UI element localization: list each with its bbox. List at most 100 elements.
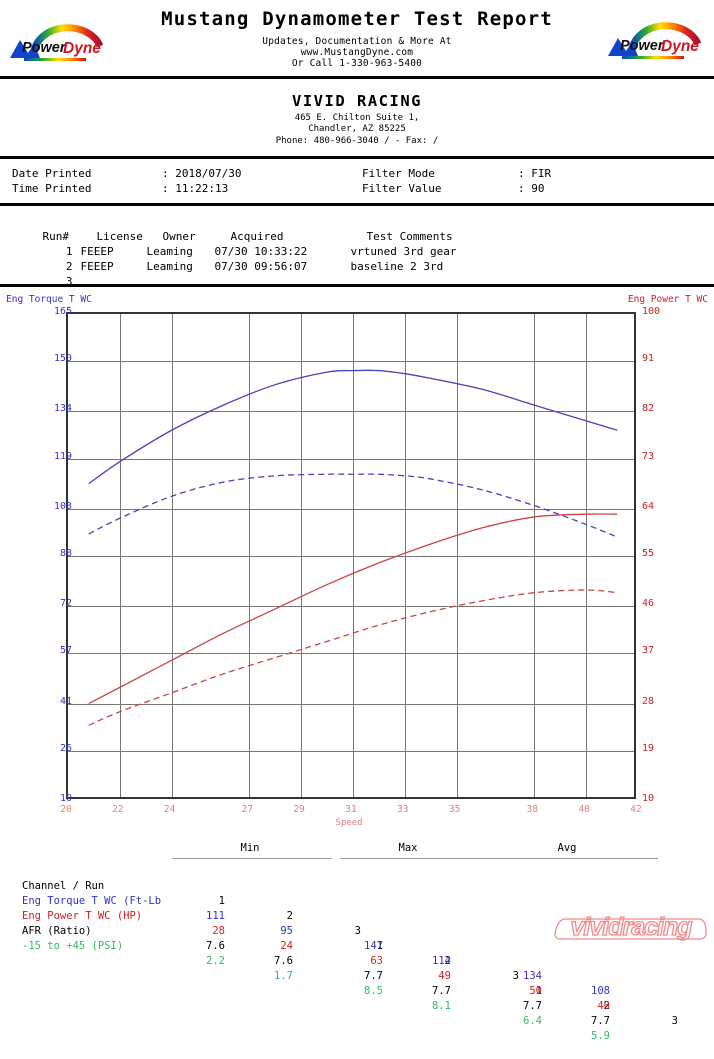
left-axis-title: Eng Torque T WC xyxy=(6,294,92,305)
left-tick-label: 165 xyxy=(53,306,72,317)
run-owner: Leaming xyxy=(146,245,193,258)
grid-line-vertical xyxy=(171,314,173,797)
powerdyne-logo-left: Power Dyne xyxy=(10,24,104,61)
stats-cell: 1.7 xyxy=(274,970,293,982)
run-col-comments: Test Comments xyxy=(366,230,453,243)
table-row: 1 FEEEP Leaming 07/30 10:33:22 vrtuned 3rd g… xyxy=(0,229,714,258)
divider-shop-bottom xyxy=(0,156,714,159)
svg-text:Power: Power xyxy=(22,40,67,56)
stats-cell: 134 xyxy=(523,970,542,982)
run-col-license: License xyxy=(96,230,143,243)
chart-series-line xyxy=(88,513,618,705)
chart-series-line xyxy=(88,589,618,726)
grid-line-vertical xyxy=(586,314,588,797)
right-tick-label: 10 xyxy=(642,793,655,804)
stats-header-row: Channel / Run 1 2 3 1 2 3 1 2 3 xyxy=(0,864,714,1027)
stats-cell: 28 xyxy=(212,925,225,937)
stats-cell: 7.7 xyxy=(591,1015,610,1027)
right-axis-title: Eng Power T WC xyxy=(627,294,708,305)
grid-line-horizontal xyxy=(68,606,634,608)
left-tick-label: 26 xyxy=(59,742,72,754)
stats-row-label: AFR (Ratio) xyxy=(22,925,92,937)
svg-text:Dyne: Dyne xyxy=(63,40,101,57)
table-row: Eng Torque T WC (Ft-Lb 111 95 147 114 13… xyxy=(0,879,714,997)
shop-phone: Phone: 480-966-3040 / - Fax: / xyxy=(275,136,439,146)
run-num: 1 xyxy=(65,245,73,258)
stats-run-num: 3 xyxy=(671,1015,678,1027)
table-row: 3 xyxy=(0,259,714,288)
plot-area xyxy=(66,312,636,799)
powerdyne-logo-right: Power Dyne xyxy=(608,22,702,59)
group-label-min: Min xyxy=(240,842,260,854)
grid-line-vertical xyxy=(301,314,303,797)
run-comments: vrtuned 3rd gear xyxy=(350,245,457,258)
x-tick-label: 38 xyxy=(526,804,539,815)
group-rule-avg xyxy=(498,858,658,859)
stats-cell: 111 xyxy=(206,910,225,922)
left-tick-label: 57 xyxy=(59,645,72,657)
x-tick-label: 27 xyxy=(241,804,254,815)
x-tick-label: 20 xyxy=(60,804,72,815)
right-tick-label: 91 xyxy=(642,353,655,365)
report-header-banner: Power Dyne Mustang Dynamometer Test Repo… xyxy=(0,0,714,78)
run-col-num: Run# xyxy=(42,230,70,243)
run-col-owner: Owner xyxy=(162,230,196,243)
table-row: 2 FEEEP Leaming 07/30 09:56:07 baseline 2 3r… xyxy=(0,244,714,273)
filter-value-value: : 90 xyxy=(518,182,545,195)
run-num: 2 xyxy=(65,260,73,273)
stats-row-label: Channel / Run xyxy=(22,880,105,892)
run-table-header: Run# License Owner Acquired Test Comments xyxy=(0,214,714,243)
grid-line-horizontal xyxy=(68,411,634,413)
curve-layer xyxy=(88,369,618,726)
stats-cell: 40 xyxy=(597,1000,610,1012)
stats-cell: 114 xyxy=(432,955,451,967)
grid-line-horizontal xyxy=(68,555,634,557)
grid-line-vertical xyxy=(119,314,121,797)
grid-line-vertical xyxy=(353,314,354,797)
grid-line-vertical xyxy=(249,314,251,797)
vividracing-watermark: vividracing xyxy=(554,912,707,942)
stats-cell: 7.7 xyxy=(523,1000,542,1012)
svg-text:Dyne: Dyne xyxy=(661,38,699,55)
left-tick-label: 88 xyxy=(59,547,72,559)
date-printed-value: : 2018/07/30 xyxy=(162,167,242,180)
x-tick-label: 40 xyxy=(578,804,590,815)
group-rule-min xyxy=(172,858,332,859)
left-tick-label: 103 xyxy=(53,500,72,512)
stats-row-label: Eng Power T WC (HP) xyxy=(22,910,143,922)
stats-cell: 2.2 xyxy=(206,955,225,967)
right-tick-label: 37 xyxy=(642,645,655,657)
run-acquired: 07/30 10:33:22 xyxy=(214,245,308,258)
grid-line-horizontal xyxy=(68,653,634,655)
divider-printinfo-bottom xyxy=(0,203,714,206)
grid-line-horizontal xyxy=(68,750,634,752)
group-rule-max xyxy=(340,858,500,859)
stats-run-num: 3 xyxy=(354,925,361,937)
grid-line-horizontal xyxy=(68,361,634,363)
filter-value-label: Filter Value xyxy=(362,182,442,195)
right-tick-label: 46 xyxy=(642,598,655,610)
x-tick-label: 33 xyxy=(397,804,409,815)
right-tick-label: 28 xyxy=(642,695,655,707)
run-license: FEEEP xyxy=(80,260,114,273)
filter-mode-label: Filter Mode xyxy=(362,167,435,180)
grid-line-vertical xyxy=(534,314,536,797)
date-printed-label: Date Printed xyxy=(12,167,92,180)
stats-run-num: 1 xyxy=(376,940,383,952)
grid-line-vertical xyxy=(456,314,458,797)
chart-series-line xyxy=(88,473,618,538)
run-col-acquired: Acquired xyxy=(230,230,284,243)
dyno-chart: Eng Torque T WC Eng Power T WC 165 150 134… xyxy=(0,294,714,839)
x-tick-label: 22 xyxy=(112,804,124,815)
shop-address-line2: Chandler, AZ 85225 xyxy=(308,124,406,134)
right-tick-label: 100 xyxy=(642,306,661,317)
left-tick-label: 119 xyxy=(53,450,72,462)
stats-cell: 63 xyxy=(370,955,383,967)
grid-lines xyxy=(68,314,634,797)
x-tick-label: 42 xyxy=(630,804,642,815)
stats-cell: 8.1 xyxy=(432,1000,451,1012)
stats-cell: 8.5 xyxy=(364,985,383,997)
right-tick-label: 55 xyxy=(642,547,655,559)
right-tick-label: 73 xyxy=(642,450,655,462)
x-tick-label: 35 xyxy=(448,804,461,815)
